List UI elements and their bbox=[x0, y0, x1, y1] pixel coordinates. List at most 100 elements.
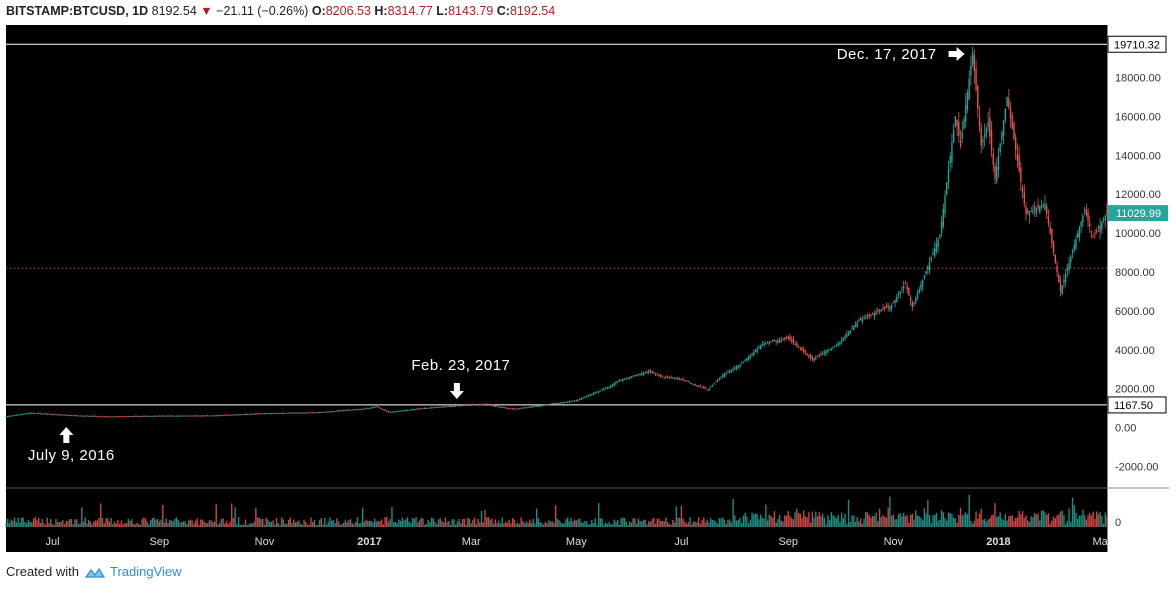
candle-body bbox=[548, 404, 550, 406]
volume-bar bbox=[343, 522, 345, 527]
candle-body bbox=[823, 352, 826, 354]
candle-body bbox=[38, 412, 40, 414]
volume-bar bbox=[1083, 514, 1086, 527]
volume-bar bbox=[1078, 515, 1081, 527]
candle-body bbox=[353, 409, 355, 411]
candle-body bbox=[1006, 96, 1008, 107]
volume-bar bbox=[944, 518, 946, 527]
candle-body bbox=[1075, 238, 1077, 249]
volume-bar bbox=[458, 518, 460, 527]
candle-body bbox=[1104, 216, 1106, 221]
volume-bar bbox=[306, 524, 309, 527]
volume-bar bbox=[675, 506, 677, 527]
volume-bar bbox=[875, 512, 877, 527]
candle-body bbox=[649, 370, 652, 372]
candle-body bbox=[144, 415, 147, 417]
volume-bar bbox=[231, 503, 233, 527]
volume-bar bbox=[854, 521, 857, 527]
candle-body bbox=[808, 354, 810, 357]
volume-bar bbox=[534, 523, 536, 527]
volume-bar bbox=[1011, 515, 1013, 527]
tradingview-brand[interactable]: TradingView bbox=[110, 564, 182, 579]
chart-plot-area[interactable] bbox=[6, 25, 1107, 552]
volume-bar bbox=[799, 513, 801, 527]
candle-body bbox=[975, 68, 977, 90]
candle-body bbox=[136, 415, 138, 417]
volume-bar bbox=[94, 520, 97, 527]
y-tick-label: 16000.00 bbox=[1115, 111, 1161, 123]
volume-bar bbox=[975, 511, 977, 527]
candle-body bbox=[613, 383, 615, 386]
candle-body bbox=[868, 314, 870, 316]
volume-bar bbox=[205, 522, 207, 527]
volume-bar bbox=[386, 517, 388, 527]
candle-body bbox=[489, 404, 491, 406]
volume-bar bbox=[50, 518, 52, 527]
candle-body bbox=[103, 416, 105, 418]
volume-bar bbox=[234, 507, 236, 527]
candle-body bbox=[896, 297, 898, 303]
candle-body bbox=[572, 400, 574, 402]
candle-body bbox=[141, 415, 143, 417]
price-axis[interactable] bbox=[1107, 25, 1170, 552]
volume-bar bbox=[973, 521, 976, 527]
candle-body bbox=[792, 339, 795, 343]
volume-bar bbox=[286, 523, 288, 527]
candle-body bbox=[971, 52, 974, 65]
candle-body bbox=[1095, 230, 1098, 232]
volume-bar bbox=[978, 513, 981, 527]
volume-bar bbox=[258, 517, 260, 527]
candle-body bbox=[349, 409, 352, 411]
candle-body bbox=[915, 298, 917, 303]
volume-bar bbox=[966, 514, 969, 527]
annotation-jul-label: July 9, 2016 bbox=[28, 447, 115, 464]
candle-body bbox=[630, 376, 633, 378]
candle-body bbox=[582, 397, 584, 399]
candle-body bbox=[306, 412, 309, 414]
candle-body bbox=[840, 340, 843, 342]
candle-body bbox=[151, 415, 154, 417]
candle-body bbox=[968, 78, 970, 100]
candle-body bbox=[715, 381, 717, 383]
volume-bar bbox=[399, 521, 402, 527]
x-tick-label: Nov bbox=[884, 536, 904, 548]
volume-bar bbox=[1006, 520, 1008, 527]
volume-bar bbox=[432, 518, 434, 527]
volume-bar bbox=[1058, 514, 1060, 527]
volume-bar bbox=[784, 515, 786, 527]
candle-body bbox=[1078, 227, 1081, 238]
volume-bar bbox=[429, 522, 431, 527]
volume-bar bbox=[653, 517, 655, 527]
candle-body bbox=[913, 302, 915, 305]
candle-body bbox=[317, 412, 319, 414]
volume-bar bbox=[62, 519, 64, 527]
candle-body bbox=[177, 415, 179, 417]
candle-body bbox=[511, 408, 514, 410]
last-price: 8192.54 bbox=[151, 4, 197, 18]
volume-bar bbox=[1014, 518, 1017, 527]
volume-bar bbox=[496, 523, 498, 527]
up-arrow-icon bbox=[59, 427, 74, 443]
candle-body bbox=[279, 413, 281, 415]
volume-bar bbox=[1087, 515, 1089, 527]
candle-body bbox=[343, 410, 345, 412]
volume-bar bbox=[608, 521, 610, 527]
candle-body bbox=[348, 409, 350, 411]
volume-bar bbox=[468, 518, 471, 527]
volume-bar bbox=[20, 517, 23, 527]
candle-body bbox=[372, 407, 374, 409]
volume-bar bbox=[822, 513, 824, 527]
volume-bar bbox=[832, 515, 834, 527]
candle-body bbox=[816, 356, 819, 358]
candle-body bbox=[265, 413, 267, 415]
candle-body bbox=[734, 367, 736, 369]
horizontal-line-badge bbox=[1107, 35, 1167, 53]
candle-body bbox=[215, 415, 217, 417]
candle-body bbox=[541, 405, 543, 407]
candle-body bbox=[415, 408, 417, 410]
volume-bar bbox=[284, 523, 286, 527]
candle-body bbox=[150, 415, 152, 417]
candle-body bbox=[322, 411, 324, 413]
candle-body bbox=[1059, 279, 1062, 292]
volume-bar bbox=[711, 519, 714, 527]
